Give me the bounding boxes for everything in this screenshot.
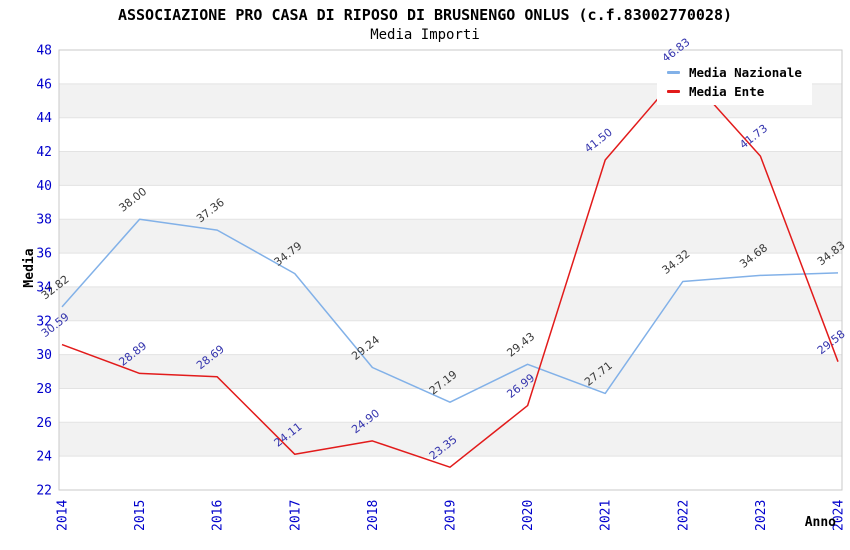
series-line-media-nazionale [61,218,839,403]
y-tick-label: 24 [36,450,52,465]
x-tick-label: 2015 [133,500,148,531]
x-tick-label: 2021 [599,500,614,531]
legend-label-media-ente: Media Ente [689,84,765,99]
y-tick-label: 22 [36,484,52,499]
x-axis-title: Anno [805,515,836,530]
plot-band [59,151,842,186]
y-tick-label: 48 [36,44,52,59]
y-tick-label: 28 [36,382,52,397]
plot-band [59,286,842,321]
y-tick-label: 46 [36,77,52,92]
x-tick-label: 2024 [832,500,847,531]
chart-title: ASSOCIAZIONE PRO CASA DI RIPOSO DI BRUSN… [117,6,733,24]
x-tick-label: 2020 [521,500,536,531]
plot-band [59,422,842,457]
data-label: 41.50 [582,126,615,156]
plot-band [59,219,842,254]
x-tick-label: 2016 [211,500,226,531]
y-tick-label: 36 [36,247,52,262]
data-label: 29.58 [815,327,848,357]
data-label: 38.00 [116,185,149,215]
y-tick-label: 38 [36,213,52,228]
legend-item-media-ente: Media Ente [667,82,802,101]
legend-item-media-nazionale: Media Nazionale [667,63,802,82]
y-tick-label: 44 [36,111,52,126]
y-tick-label: 32 [36,314,52,329]
series-line-media-ente [61,69,839,468]
x-tick-label: 2014 [56,500,71,531]
y-tick-label: 30 [36,348,52,363]
x-tick-label: 2018 [366,500,381,531]
x-tick-label: 2023 [754,500,769,531]
x-tick-label: 2019 [444,500,459,531]
y-tick-label: 40 [36,179,52,194]
y-tick-label: 34 [36,280,52,295]
legend-swatch-media-nazionale [667,71,680,74]
legend-label-media-nazionale: Media Nazionale [689,65,802,80]
data-label: 41.73 [737,122,770,152]
y-tick-label: 42 [36,145,52,160]
x-tick-label: 2017 [288,500,303,531]
plot-band [59,354,842,389]
plot-border [58,49,843,491]
legend: Media Nazionale Media Ente [657,60,812,105]
chart-subtitle: Media Importi [370,27,480,43]
y-tick-label: 26 [36,416,52,431]
y-axis-title: Media [22,248,37,287]
legend-swatch-media-ente [667,90,680,93]
x-tick-label: 2022 [676,500,691,531]
